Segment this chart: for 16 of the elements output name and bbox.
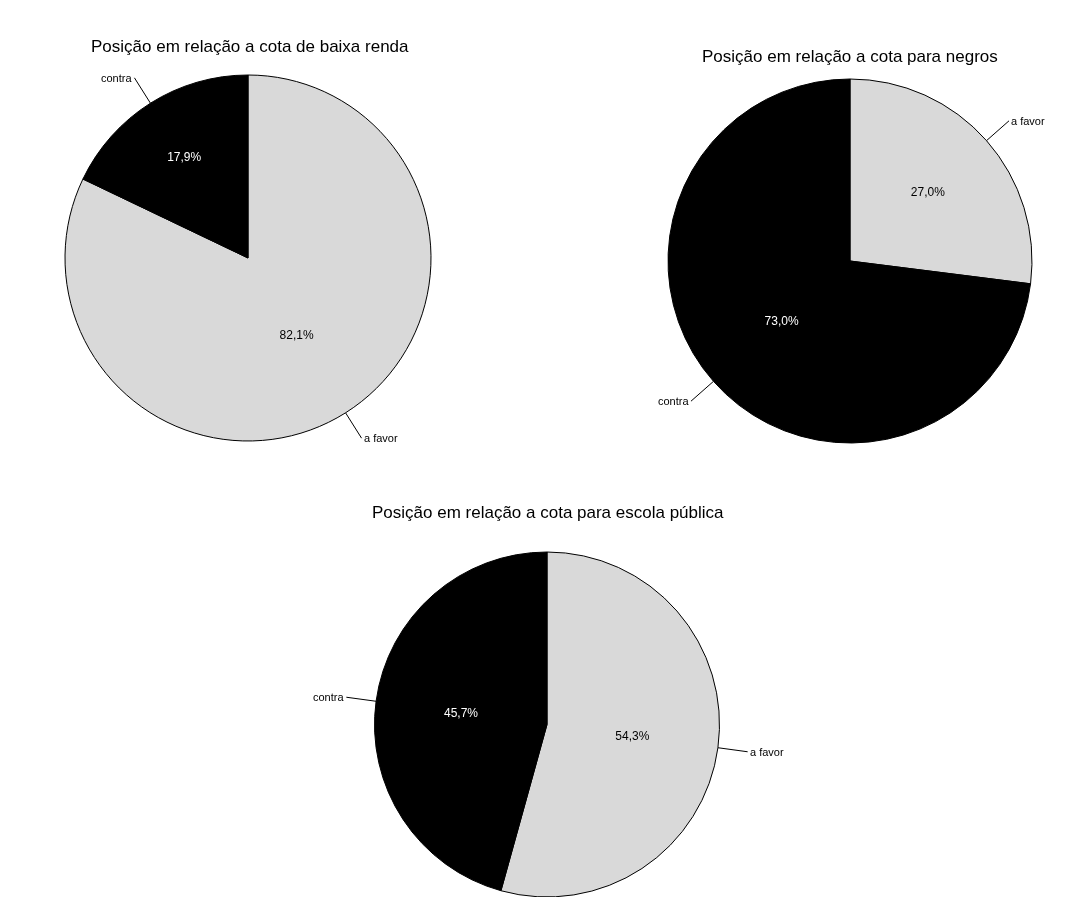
chart-title: Posição em relação a cota de baixa renda (91, 37, 410, 56)
slice-label: contra (313, 691, 345, 703)
pie-slice (64, 74, 432, 442)
slice-label: a favor (750, 746, 784, 758)
chart-title: Posição em relação a cota para escola pública (372, 503, 725, 522)
slice-label: contra (658, 395, 690, 407)
data-label: 17,9% (167, 150, 202, 165)
chart-title: Posição em relação a cota para negros (702, 47, 998, 66)
slice-label: a favor (1011, 115, 1045, 127)
data-label: 54,3% (615, 729, 650, 744)
slice-label: a favor (364, 432, 398, 444)
data-label: 73,0% (764, 314, 799, 329)
data-label: 45,7% (443, 705, 479, 720)
data-label: 27,0% (910, 185, 946, 200)
slice-label: contra (101, 72, 133, 84)
data-label: 82,1% (279, 328, 314, 343)
